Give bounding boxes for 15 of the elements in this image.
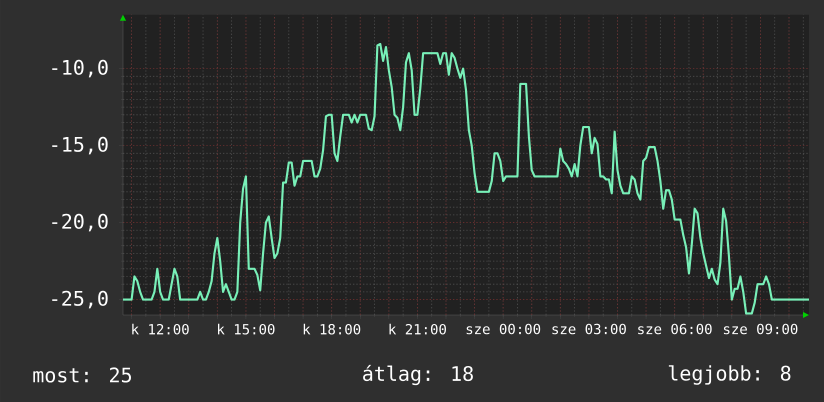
text: legjobb: 8	[668, 365, 790, 385]
x-tick-label: sze 09:00	[724, 324, 798, 334]
x-tick-label: sze 03:00	[552, 324, 626, 334]
y-tick-label: -10,0	[52, 60, 108, 78]
x-tick-label: sze 00:00	[466, 324, 540, 334]
y-tick-label: -15,0	[52, 136, 108, 154]
x-tick-label: k 12:00	[132, 324, 189, 335]
y-tick-label: -20,0	[52, 214, 108, 232]
x-tick-label: k 21:00	[390, 324, 446, 335]
text: most: 25	[33, 367, 131, 383]
text: átlag: 18	[363, 364, 473, 386]
y-tick-label: -25,0	[52, 290, 108, 308]
x-tick-label: k 18:00	[304, 324, 360, 335]
x-tick-label: k 15:00	[218, 324, 274, 335]
x-tick-label: sze 06:00	[638, 324, 712, 334]
